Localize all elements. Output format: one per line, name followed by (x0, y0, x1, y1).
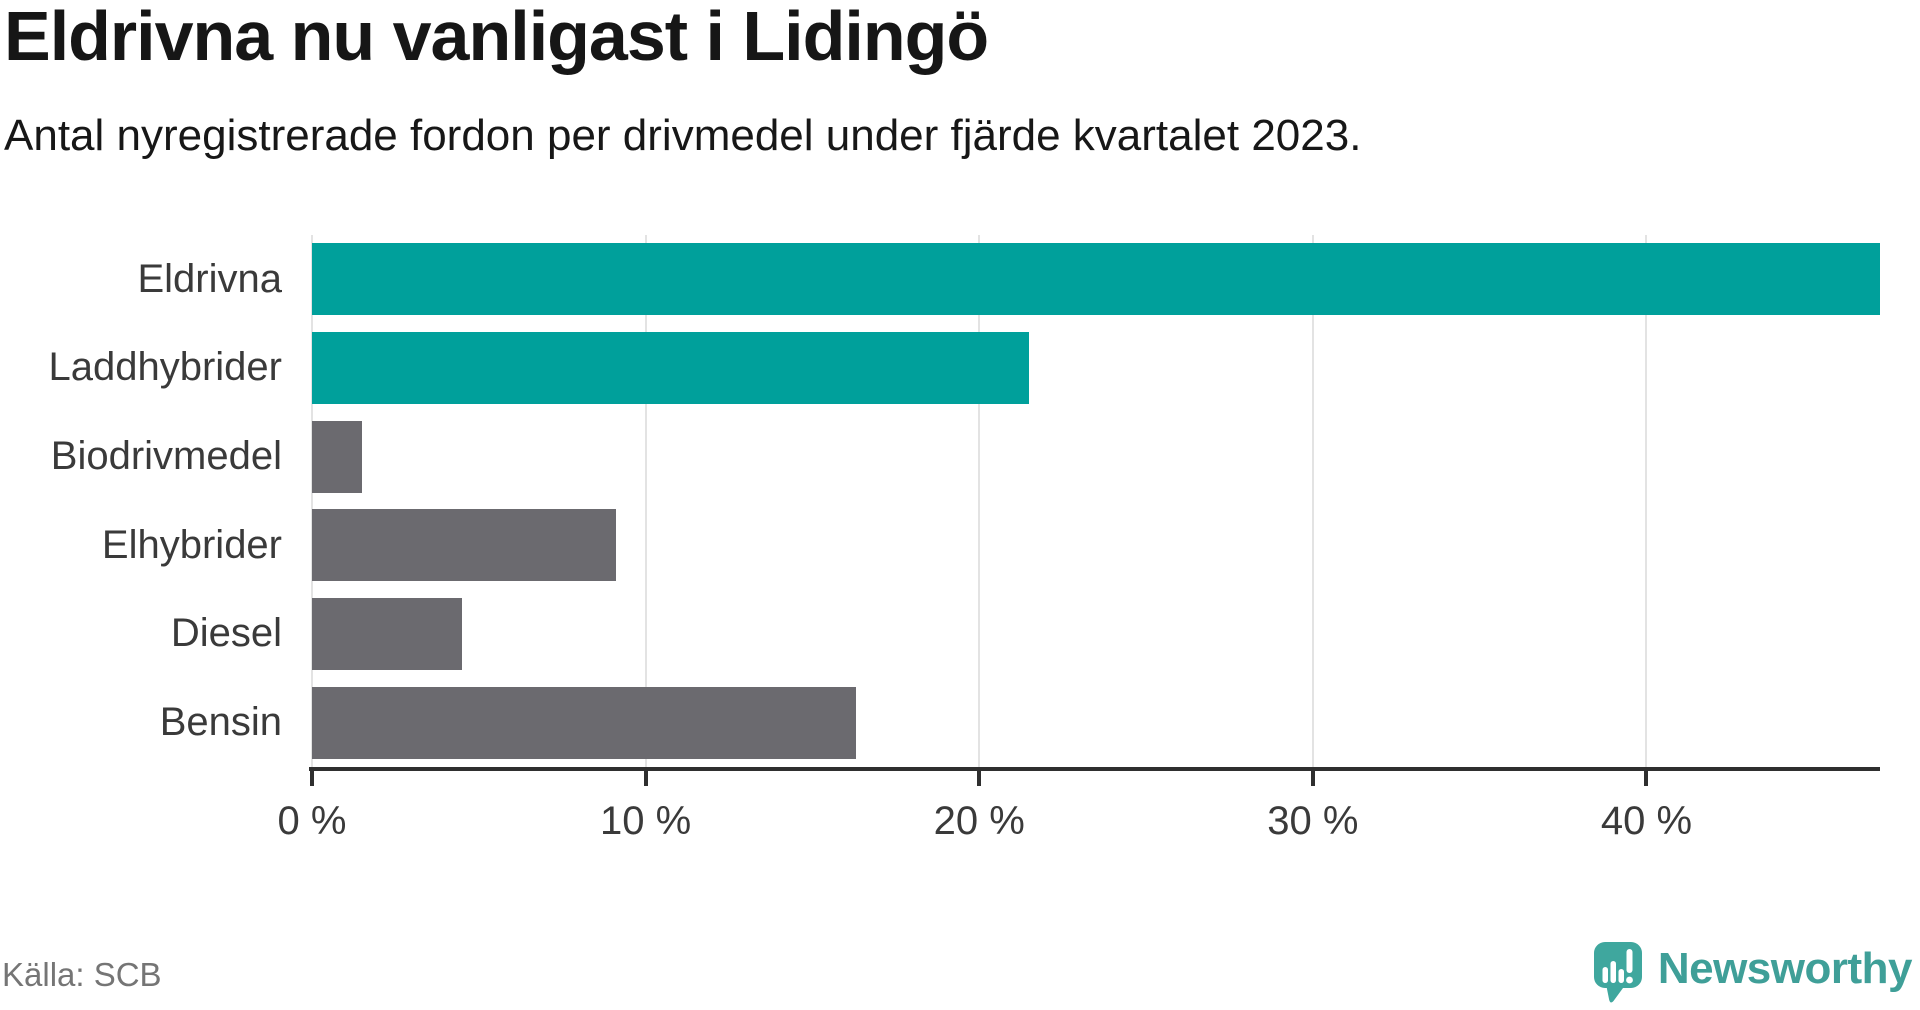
x-axis-tick (643, 771, 648, 786)
gridline-30% (1311, 235, 1314, 767)
bar-laddhybrider (312, 332, 1030, 404)
x-axis-tick-label: 20 % (933, 799, 1025, 843)
x-axis-tick (310, 771, 314, 786)
category-label-biodrivmedel: Biodrivmedel (50, 434, 282, 479)
x-axis-tick-label: 40 % (1600, 799, 1693, 843)
newsworthy-logo: Newsworthy (1592, 940, 1913, 1004)
bar-eldrivna (312, 243, 1880, 316)
x-axis-tick (1310, 771, 1315, 786)
bar-bensin (312, 686, 856, 759)
source-label: Källa: SCB (2, 956, 162, 993)
category-label-diesel: Diesel (170, 611, 282, 656)
x-axis-tick (1644, 771, 1649, 786)
category-label-bensin: Bensin (159, 700, 282, 745)
gridline-20% (978, 235, 981, 767)
x-axis-tick-label: 0 % (277, 799, 347, 843)
x-axis-tick-label: 30 % (1267, 799, 1359, 843)
bar-biodrivmedel (312, 420, 363, 493)
y-axis-category-labels: Eldrivna Laddhybrider Biodrivmedel Elhybrid… (0, 235, 283, 767)
x-axis-tick-label: 10 % (600, 799, 692, 843)
gridline-10% (644, 235, 647, 767)
newsworthy-pin-chart-icon (1593, 942, 1642, 1003)
bar-diesel (312, 598, 463, 670)
chart-title: Eldrivna nu vanligast i Lidingö (4, 0, 989, 75)
chart-subtitle: Antal nyregistrerade fordon per drivmede… (4, 111, 1362, 160)
gridline-40% (1645, 235, 1648, 767)
newsworthy-wordmark: Newsworthy (1657, 944, 1913, 993)
category-label-laddhybrider: Laddhybrider (48, 345, 283, 390)
plot-area: 0 % 10 % 20 % 30 % 40 % (278, 235, 1880, 843)
bar-elhybrider (312, 509, 616, 582)
x-axis-tick (977, 771, 982, 786)
x-axis-line (309, 767, 1880, 771)
category-label-elhybrider: Elhybrider (101, 522, 282, 567)
gridline-0% (311, 235, 313, 767)
category-label-eldrivna: Eldrivna (137, 256, 282, 301)
